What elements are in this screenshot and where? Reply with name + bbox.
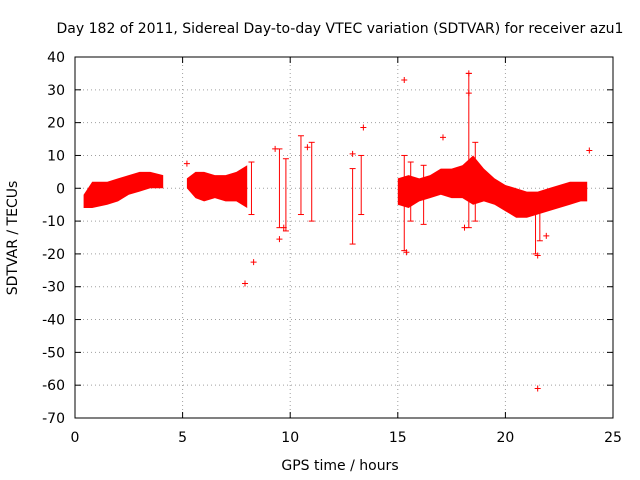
x-axis-label: GPS time / hours	[281, 458, 398, 474]
data-envelope	[83, 155, 588, 218]
y-tick-label: 0	[56, 181, 65, 197]
x-tick-label: 25	[604, 430, 622, 446]
data-point	[250, 259, 257, 266]
data-point	[465, 90, 472, 97]
y-tick-label: -50	[42, 345, 65, 361]
y-tick-label: 30	[47, 83, 65, 99]
data-point	[461, 224, 468, 231]
x-tick-label: 0	[71, 430, 80, 446]
y-tick-label: 10	[47, 148, 65, 164]
data-point	[439, 134, 446, 141]
axis-ticks	[74, 56, 614, 419]
data-point	[349, 150, 356, 157]
data-point	[534, 385, 541, 392]
x-tick-label: 10	[281, 430, 299, 446]
plot-frame	[74, 56, 614, 419]
y-tick-label: -20	[42, 247, 65, 263]
x-tick-labels: 0 5 10 15 20 25	[71, 430, 622, 446]
error-bars	[248, 72, 543, 255]
grid	[75, 57, 613, 418]
y-tick-labels: -70 -60 -50 -40 -30 -20 -10 0 10 20 30 40	[42, 50, 65, 427]
data-point	[403, 249, 410, 256]
x-tick-label: 15	[389, 430, 407, 446]
data-point	[304, 144, 311, 151]
data-point	[543, 232, 550, 239]
y-tick-label: -60	[42, 378, 65, 394]
data-points	[183, 70, 593, 392]
data-band	[186, 165, 248, 208]
data-point	[280, 224, 287, 231]
data-point	[586, 147, 593, 154]
data-point	[276, 236, 283, 243]
x-tick-label: 5	[178, 430, 187, 446]
x-tick-label: 20	[496, 430, 514, 446]
data-point	[360, 124, 367, 131]
y-tick-label: -30	[42, 280, 65, 296]
data-point	[534, 252, 541, 259]
data-point	[183, 160, 190, 167]
data-point	[401, 76, 408, 83]
y-tick-label: -10	[42, 214, 65, 230]
y-tick-label: 40	[47, 50, 65, 66]
data-point	[465, 70, 472, 77]
data-band	[83, 171, 164, 208]
data-point	[242, 280, 249, 287]
y-tick-label: -70	[42, 411, 65, 427]
y-tick-label: 20	[47, 116, 65, 132]
y-tick-label: -40	[42, 313, 65, 329]
chart-title: Day 182 of 2011, Sidereal Day-to-day VTE…	[57, 21, 624, 37]
y-axis-label: SDTVAR / TECUs	[5, 181, 21, 296]
data-point	[272, 145, 279, 152]
